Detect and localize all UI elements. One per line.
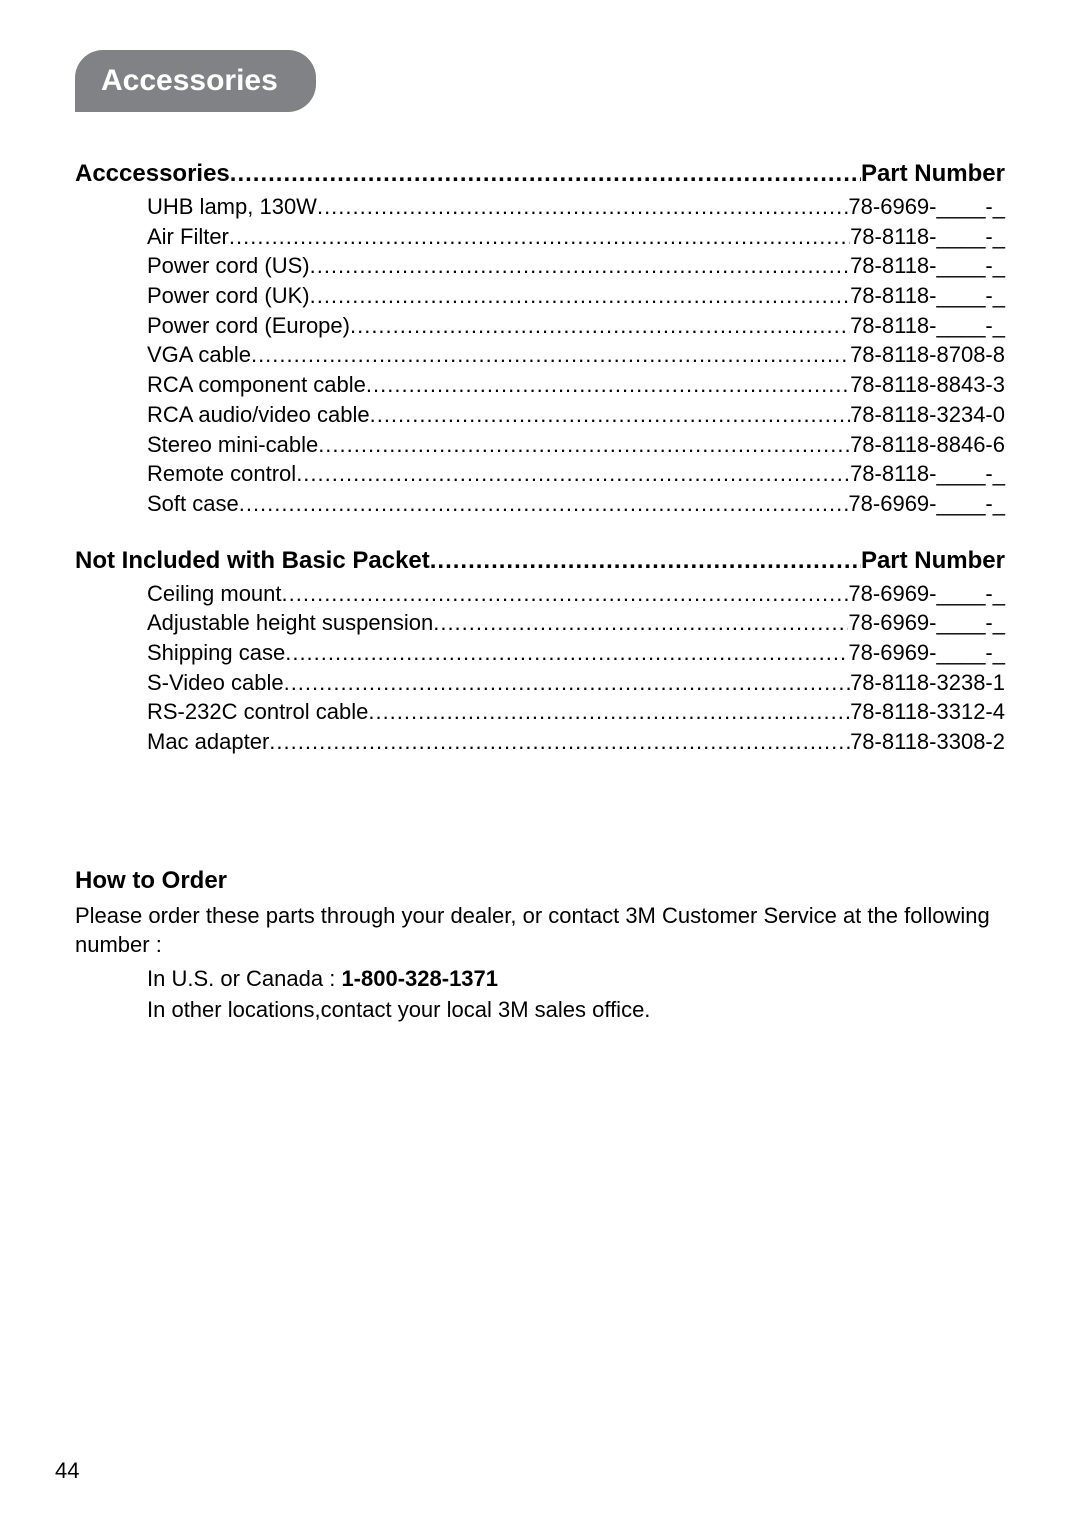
leader-dots: ........................................… bbox=[317, 192, 848, 222]
accessory-name: RCA component cable bbox=[147, 370, 366, 400]
part-number: 78-6969-____-_ bbox=[848, 638, 1005, 668]
accessory-group: Acccessories............................… bbox=[75, 160, 1005, 519]
part-number: 78-8118-3234-0 bbox=[850, 400, 1005, 430]
leader-dots: ........................................… bbox=[370, 400, 850, 430]
accessory-row: Mac adapter.............................… bbox=[147, 727, 1005, 757]
group-header-left: Acccessories bbox=[75, 160, 230, 188]
leader-dots: ........................................… bbox=[296, 459, 850, 489]
part-number: 78-8118-____-_ bbox=[850, 222, 1005, 252]
how-to-order-section: How to Order Please order these parts th… bbox=[75, 867, 1005, 1026]
accessory-row: RCA audio/video cable...................… bbox=[147, 400, 1005, 430]
leader-dots: ........................................… bbox=[285, 638, 848, 668]
accessory-name: Remote control bbox=[147, 459, 296, 489]
part-number: 78-8118-8846-6 bbox=[850, 430, 1005, 460]
part-number: 78-8118-3238-1 bbox=[850, 668, 1005, 698]
part-number: 78-6969-____-_ bbox=[848, 608, 1005, 638]
part-number: 78-6969-____-_ bbox=[848, 192, 1005, 222]
leader-dots: ........................................… bbox=[239, 489, 849, 519]
accessory-row: Adjustable height suspension............… bbox=[147, 608, 1005, 638]
leader-dots: ........................................… bbox=[230, 160, 861, 188]
leader-dots: ........................................… bbox=[251, 340, 850, 370]
section-title-pill: Accessories bbox=[75, 50, 316, 112]
leader-dots: ........................................… bbox=[366, 370, 850, 400]
leader-dots: ........................................… bbox=[269, 727, 850, 757]
accessory-name: UHB lamp, 130W bbox=[147, 192, 317, 222]
group-header: Acccessories............................… bbox=[75, 160, 1005, 188]
leader-dots: ........................................… bbox=[229, 222, 850, 252]
accessory-name: Mac adapter bbox=[147, 727, 269, 757]
part-number: 78-6969-____-_ bbox=[848, 489, 1005, 519]
groups-container: Acccessories............................… bbox=[75, 160, 1005, 757]
accessory-row: Ceiling mount...........................… bbox=[147, 579, 1005, 609]
accessory-row: S-Video cable...........................… bbox=[147, 668, 1005, 698]
accessory-row: RCA component cable.....................… bbox=[147, 370, 1005, 400]
group-header-left: Not Included with Basic Packet bbox=[75, 547, 430, 575]
accessory-name: Power cord (UK) bbox=[147, 281, 310, 311]
part-number: 78-6969-____-_ bbox=[848, 579, 1005, 609]
how-to-order-line2: In other locations,contact your local 3M… bbox=[147, 995, 1005, 1026]
leader-dots: ........................................… bbox=[318, 430, 850, 460]
leader-dots: ........................................… bbox=[282, 579, 849, 609]
part-number: 78-8118-3308-2 bbox=[850, 727, 1005, 757]
accessory-row: UHB lamp, 130W..........................… bbox=[147, 192, 1005, 222]
leader-dots: ........................................… bbox=[310, 281, 850, 311]
group-header-right: Part Number bbox=[861, 547, 1005, 575]
how-to-order-line1-prefix: In U.S. or Canada : bbox=[147, 966, 341, 991]
accessory-row: Power cord (Europe).....................… bbox=[147, 311, 1005, 341]
leader-dots: ........................................… bbox=[310, 251, 850, 281]
part-number: 78-8118-____-_ bbox=[850, 459, 1005, 489]
accessory-name: Power cord (US) bbox=[147, 251, 310, 281]
part-number: 78-8118-3312-4 bbox=[850, 697, 1005, 727]
accessory-name: Soft case bbox=[147, 489, 239, 519]
page: Accessories Acccessories................… bbox=[0, 0, 1080, 1529]
accessory-name: Shipping case bbox=[147, 638, 285, 668]
accessory-name: RCA audio/video cable bbox=[147, 400, 370, 430]
accessory-name: Power cord (Europe) bbox=[147, 311, 350, 341]
group-header-right: Part Number bbox=[861, 160, 1005, 188]
accessory-name: Air Filter bbox=[147, 222, 229, 252]
how-to-order-line1: In U.S. or Canada : 1-800-328-1371 bbox=[147, 964, 1005, 995]
accessory-row: Stereo mini-cable.......................… bbox=[147, 430, 1005, 460]
accessory-row: Power cord (US).........................… bbox=[147, 251, 1005, 281]
accessory-name: Ceiling mount bbox=[147, 579, 282, 609]
accessory-name: S-Video cable bbox=[147, 668, 284, 698]
accessory-name: RS-232C control cable bbox=[147, 697, 368, 727]
how-to-order-lines: In U.S. or Canada : 1-800-328-1371 In ot… bbox=[147, 964, 1005, 1026]
accessory-row: VGA cable...............................… bbox=[147, 340, 1005, 370]
how-to-order-intro: Please order these parts through your de… bbox=[75, 901, 1005, 960]
how-to-order-title: How to Order bbox=[75, 867, 1005, 895]
part-number: 78-8118-8843-3 bbox=[850, 370, 1005, 400]
part-number: 78-8118-8708-8 bbox=[850, 340, 1005, 370]
leader-dots: ........................................… bbox=[284, 668, 850, 698]
group-header: Not Included with Basic Packet..........… bbox=[75, 547, 1005, 575]
accessory-row: Soft case...............................… bbox=[147, 489, 1005, 519]
accessory-row: Air Filter..............................… bbox=[147, 222, 1005, 252]
accessory-name: VGA cable bbox=[147, 340, 251, 370]
page-number: 44 bbox=[55, 1458, 79, 1484]
part-number: 78-8118-____-_ bbox=[850, 311, 1005, 341]
accessory-name: Stereo mini-cable bbox=[147, 430, 318, 460]
part-number: 78-8118-____-_ bbox=[850, 281, 1005, 311]
leader-dots: ........................................… bbox=[368, 697, 850, 727]
leader-dots: ........................................… bbox=[350, 311, 850, 341]
accessory-row: Power cord (UK).........................… bbox=[147, 281, 1005, 311]
accessory-row: Shipping case...........................… bbox=[147, 638, 1005, 668]
accessory-row: RS-232C control cable...................… bbox=[147, 697, 1005, 727]
accessory-row: Remote control..........................… bbox=[147, 459, 1005, 489]
accessory-name: Adjustable height suspension bbox=[147, 608, 433, 638]
how-to-order-phone: 1-800-328-1371 bbox=[341, 966, 498, 991]
accessory-group: Not Included with Basic Packet..........… bbox=[75, 547, 1005, 757]
part-number: 78-8118-____-_ bbox=[850, 251, 1005, 281]
leader-dots: ........................................… bbox=[433, 608, 848, 638]
leader-dots: ........................................… bbox=[430, 547, 861, 575]
